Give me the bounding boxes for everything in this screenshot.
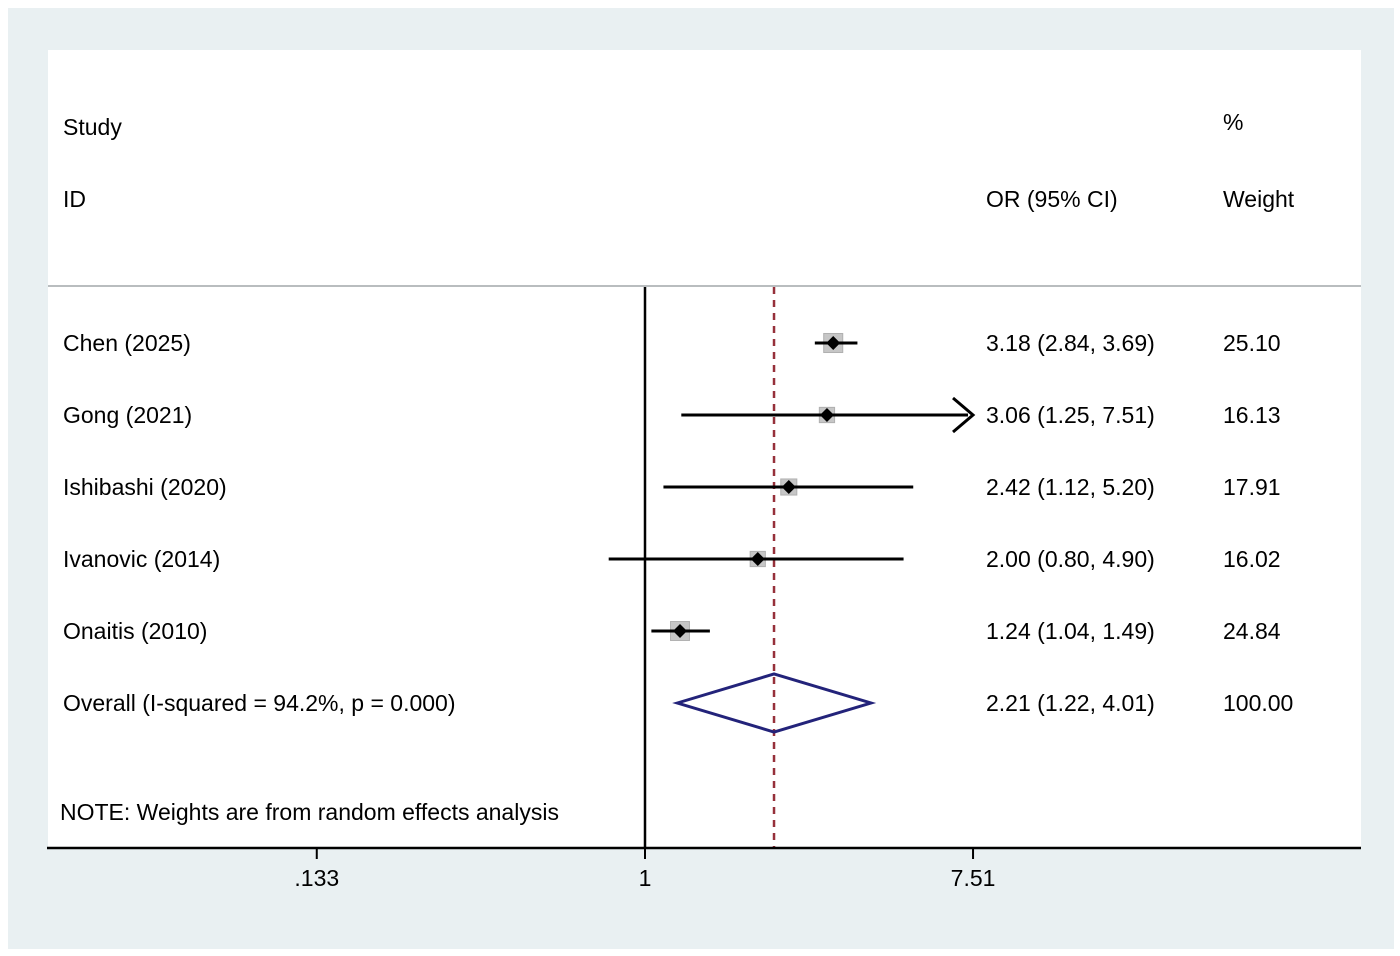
study-weight-value: 17.91 — [1223, 473, 1281, 500]
x-axis-tick-label: 1 — [638, 864, 652, 891]
study-weight-value: 25.10 — [1223, 329, 1281, 356]
study-or-ci-value: 2.42 (1.12, 5.20) — [986, 473, 1155, 500]
study-weight-value: 24.84 — [1223, 617, 1281, 644]
study-label: Onaitis (2010) — [63, 617, 208, 644]
study-or-ci-value: 1.24 (1.04, 1.49) — [986, 617, 1155, 644]
header-or-ci: OR (95% CI) — [986, 185, 1118, 212]
overall-weight-value: 100.00 — [1223, 689, 1294, 716]
study-label: Chen (2025) — [63, 329, 191, 356]
study-or-ci-value: 3.18 (2.84, 3.69) — [986, 329, 1155, 356]
study-or-ci-value: 2.00 (0.80, 4.90) — [986, 545, 1155, 572]
study-label: Ishibashi (2020) — [63, 473, 227, 500]
study-label: Ivanovic (2014) — [63, 545, 221, 572]
header-study: Study — [63, 113, 122, 140]
x-axis-tick-label: .133 — [294, 864, 340, 891]
note-random-effects: NOTE: Weights are from random effects an… — [60, 798, 559, 825]
study-label: Gong (2021) — [63, 401, 193, 428]
header-id: ID — [63, 185, 86, 212]
overall-or-ci-value: 2.21 (1.22, 4.01) — [986, 689, 1155, 716]
header-percent: % — [1223, 108, 1244, 135]
study-weight-value: 16.13 — [1223, 401, 1281, 428]
study-or-ci-value: 3.06 (1.25, 7.51) — [986, 401, 1155, 428]
header-weight: Weight — [1223, 185, 1295, 212]
study-weight-value: 16.02 — [1223, 545, 1281, 572]
x-axis-tick-label: 7.51 — [950, 864, 996, 891]
overall-label: Overall (I-squared = 94.2%, p = 0.000) — [63, 689, 456, 716]
plot-region — [48, 50, 1361, 848]
